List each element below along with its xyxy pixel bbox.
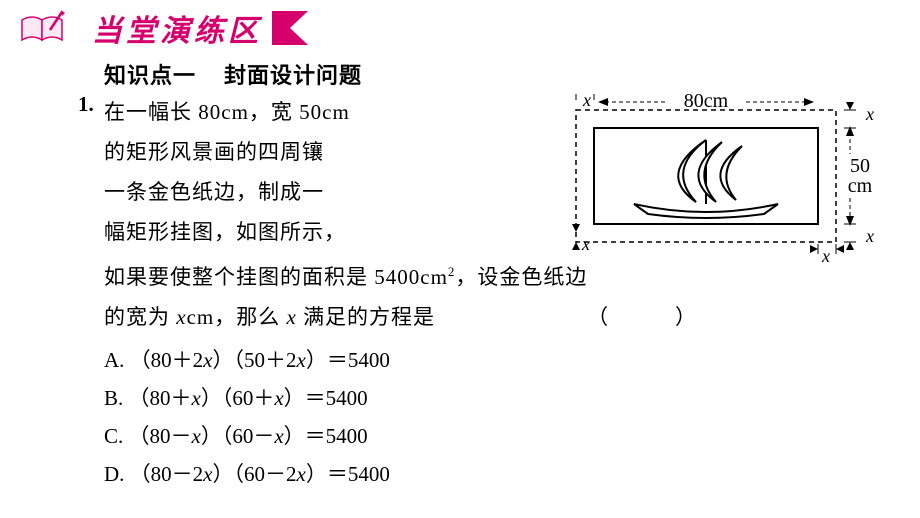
options-list: A. （80＋2x）（50＋2x）＝5400 B. （80＋x）（60＋x）＝5… <box>104 341 884 493</box>
book-icon <box>20 10 68 46</box>
dim-50-bot: cm <box>848 175 873 197</box>
banner-title: 当堂演练区 <box>82 6 272 50</box>
dim-x-topright: x <box>865 104 874 124</box>
section-label-right: 封面设计问题 <box>224 63 362 88</box>
ship-icon <box>634 140 778 218</box>
dim-x-topleft: x <box>582 92 591 110</box>
dim-x-bot: x <box>821 246 830 266</box>
problem-number: 1. <box>78 92 94 117</box>
section-label-left: 知识点一 <box>104 63 196 88</box>
stem-line-1: 在一幅长 80cm，宽 50cm <box>104 92 524 132</box>
option-C: C. （80－x）（60－x）＝5400 <box>104 417 884 455</box>
option-A: A. （80＋2x）（50＋2x）＝5400 <box>104 341 884 379</box>
dim-50-top: 50 <box>850 155 870 177</box>
dim-x-botleft: x <box>581 234 590 254</box>
stem-line-6: 的宽为 xcm，那么 x 满足的方程是（ ） <box>104 297 884 337</box>
stem-line-2: 的矩形风景画的四周镶 <box>104 132 524 172</box>
answer-paren: （ ） <box>587 297 697 337</box>
figure-diagram: 80cm x 50 cm x x x x <box>550 92 886 262</box>
banner-tail-icon <box>272 11 310 45</box>
option-D: D. （80－2x）（60－2x）＝5400 <box>104 455 884 493</box>
dim-80cm: 80cm <box>684 92 729 112</box>
dim-x-botright: x <box>865 226 874 246</box>
header-banner: 当堂演练区 <box>20 6 310 50</box>
stem-line-3: 一条金色纸边，制成一 <box>104 172 524 212</box>
section-heading: 知识点一 封面设计问题 <box>104 58 362 90</box>
stem-line-4: 幅矩形挂图，如图所示， <box>104 212 524 252</box>
option-B: B. （80＋x）（60＋x）＝5400 <box>104 379 884 417</box>
